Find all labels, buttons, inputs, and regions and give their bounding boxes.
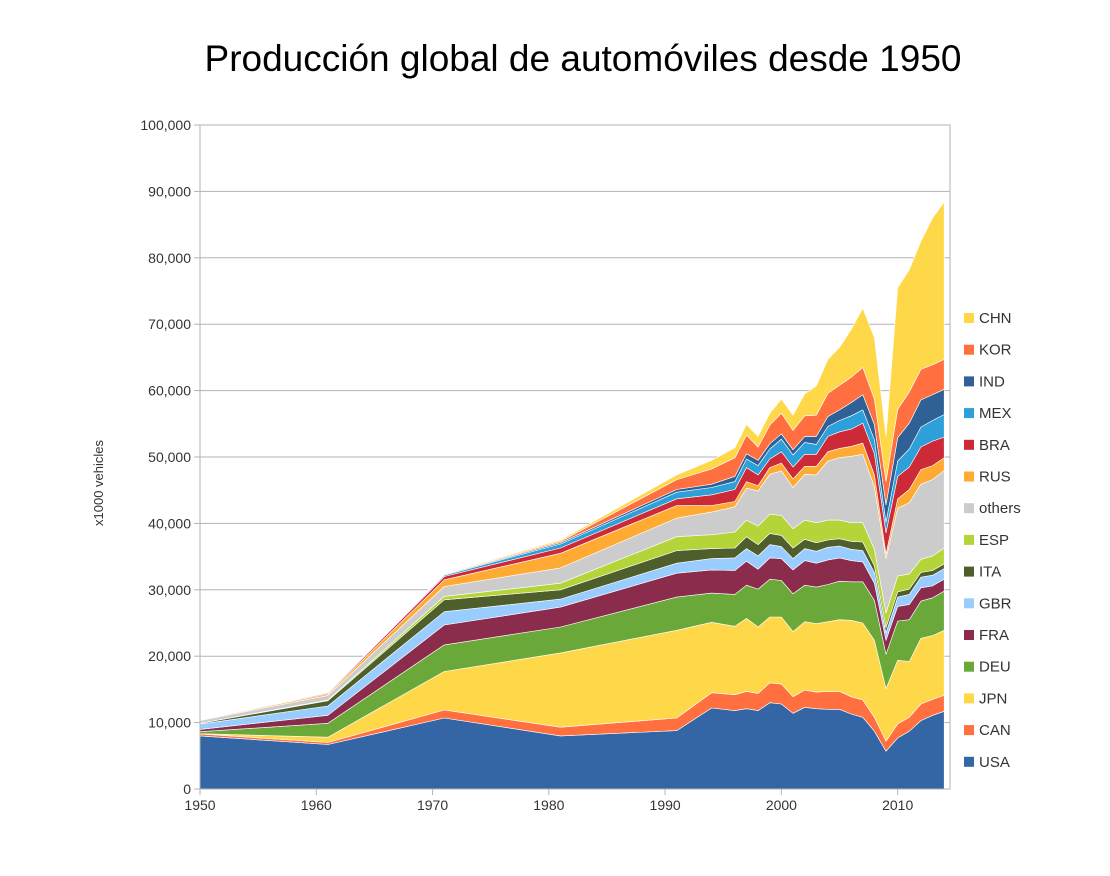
legend-swatch-ind	[964, 376, 974, 387]
legend-swatch-deu	[964, 661, 974, 672]
legend-swatch-mex	[964, 408, 974, 419]
x-tick-label: 2010	[882, 797, 913, 813]
legend-label-mex: MEX	[979, 405, 1012, 422]
legend-swatch-gbr	[964, 598, 974, 609]
legend-label-bra: BRA	[979, 437, 1010, 454]
legend: CHN KOR IND MEX BRA RUS others ESP ITA GBR FRA DEU J…	[964, 310, 1021, 771]
x-axis-ticks: 1950 1960 1970 1980 1990 2000 2010	[184, 789, 913, 813]
legend-swatch-fra	[964, 630, 974, 640]
chart-title: Producción global de automóviles desde 1…	[204, 38, 962, 79]
y-tick-label: 60,000	[148, 383, 191, 399]
legend-label-chn: CHN	[979, 310, 1012, 327]
legend-label-ita: ITA	[979, 564, 1001, 581]
area-series-chn	[199, 201, 945, 721]
y-tick-label: 40,000	[148, 515, 191, 531]
legend-label-deu: DEU	[979, 659, 1011, 676]
y-tick-label: 0	[183, 781, 191, 797]
legend-label-others: others	[979, 500, 1021, 517]
legend-label-kor: KOR	[979, 342, 1012, 359]
legend-label-ind: IND	[979, 373, 1005, 390]
y-axis-label: x1000 vehicles	[91, 440, 106, 526]
legend-swatch-jpn	[964, 693, 974, 704]
legend-label-fra: FRA	[979, 627, 1009, 644]
y-tick-label: 90,000	[148, 183, 191, 199]
x-tick-label: 1980	[533, 797, 564, 813]
legend-label-gbr: GBR	[979, 595, 1012, 612]
y-tick-label: 100,000	[140, 117, 191, 133]
y-tick-label: 70,000	[148, 316, 191, 332]
legend-swatch-esp	[964, 534, 974, 545]
legend-swatch-rus	[964, 471, 974, 482]
legend-label-esp: ESP	[979, 532, 1009, 549]
legend-swatch-chn	[964, 313, 974, 323]
legend-swatch-ita	[964, 566, 974, 577]
legend-label-rus: RUS	[979, 469, 1011, 486]
legend-label-can: CAN	[979, 722, 1011, 739]
stacked-areas	[199, 201, 945, 790]
legend-label-usa: USA	[979, 754, 1010, 771]
y-tick-label: 30,000	[148, 582, 191, 598]
x-tick-label: 1990	[650, 797, 681, 813]
x-tick-label: 1960	[301, 797, 332, 813]
x-tick-label: 1970	[417, 797, 448, 813]
y-axis-ticks: 0 10,000 20,000 30,000 40,000 50,000 60,000 70,…	[140, 117, 200, 797]
legend-swatch-others	[964, 503, 974, 514]
y-tick-label: 20,000	[148, 648, 191, 664]
x-tick-label: 2000	[766, 797, 797, 813]
y-tick-label: 10,000	[148, 715, 191, 731]
legend-swatch-kor	[964, 344, 974, 355]
legend-swatch-bra	[964, 439, 974, 450]
y-tick-label: 80,000	[148, 250, 191, 266]
legend-label-jpn: JPN	[979, 690, 1007, 707]
x-tick-label: 1950	[184, 797, 215, 813]
legend-swatch-can	[964, 725, 974, 736]
legend-swatch-usa	[964, 756, 974, 767]
y-tick-label: 50,000	[148, 449, 191, 465]
